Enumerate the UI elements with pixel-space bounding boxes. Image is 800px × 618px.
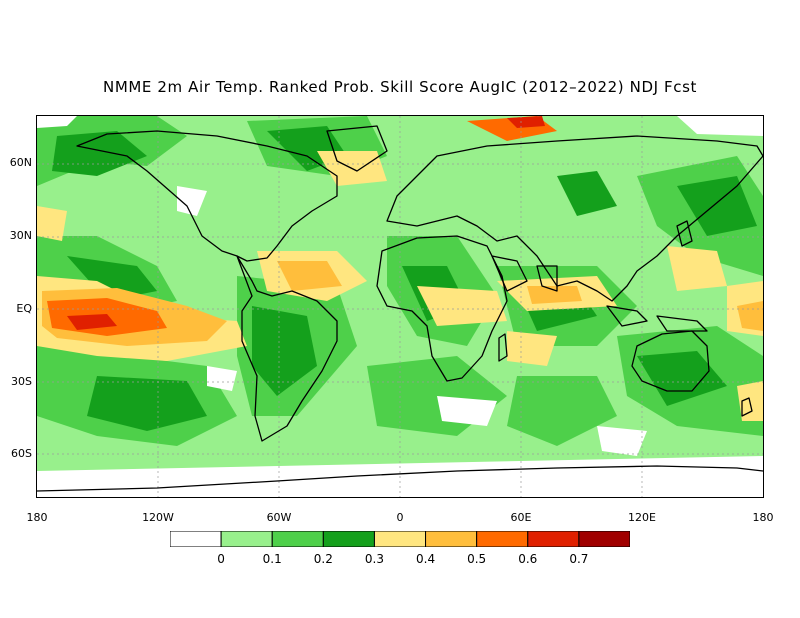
colorbar-swatch	[220, 531, 273, 547]
lon-label-60w: 60W	[266, 511, 292, 524]
lat-label-60n: 60N	[9, 156, 32, 169]
skill-score-map	[37, 116, 763, 497]
lat-label-30n: 30N	[9, 229, 32, 242]
colorbar-tick-label: 0.7	[569, 552, 589, 566]
lon-label-120e: 120E	[628, 511, 656, 524]
colorbar-swatch	[425, 531, 478, 547]
lat-label-60s: 60S	[11, 447, 32, 460]
map-canvas	[37, 116, 763, 497]
colorbar-tick-label: 0.5	[467, 552, 487, 566]
colorbar-swatch	[271, 531, 324, 547]
lat-label-30s: 30S	[11, 375, 32, 388]
map-border	[36, 115, 764, 498]
lon-label-60e: 60E	[510, 511, 532, 524]
map-title: NMME 2m Air Temp. Ranked Prob. Skill Sco…	[103, 78, 697, 96]
colorbar-tick-label: 0.4	[416, 552, 436, 566]
coastlines	[37, 125, 763, 492]
colorbar-swatch	[527, 531, 580, 547]
colorbar-tick-label: 0.2	[313, 552, 333, 566]
colorbar-tick-label: 0.1	[262, 552, 282, 566]
graticule	[37, 116, 763, 497]
colorbar-tick-label: 0.6	[518, 552, 538, 566]
field-red-0.7	[67, 116, 545, 330]
lon-label-120w: 120W	[142, 511, 174, 524]
colorbar-swatch	[170, 531, 222, 547]
colorbar-swatch	[373, 531, 427, 547]
lon-label-0: 0	[396, 511, 404, 524]
lat-label-eq: EQ	[16, 302, 32, 315]
colorbar-tick-label: 0	[217, 552, 225, 566]
colorbar-swatch	[322, 531, 375, 547]
lon-label-180w: 180	[26, 511, 48, 524]
lon-label-180e: 180	[752, 511, 774, 524]
colorbar-swatch	[476, 531, 529, 547]
colorbar-tick-label: 0.3	[364, 552, 384, 566]
colorbar-swatch	[578, 531, 630, 547]
colorbar	[170, 531, 630, 547]
